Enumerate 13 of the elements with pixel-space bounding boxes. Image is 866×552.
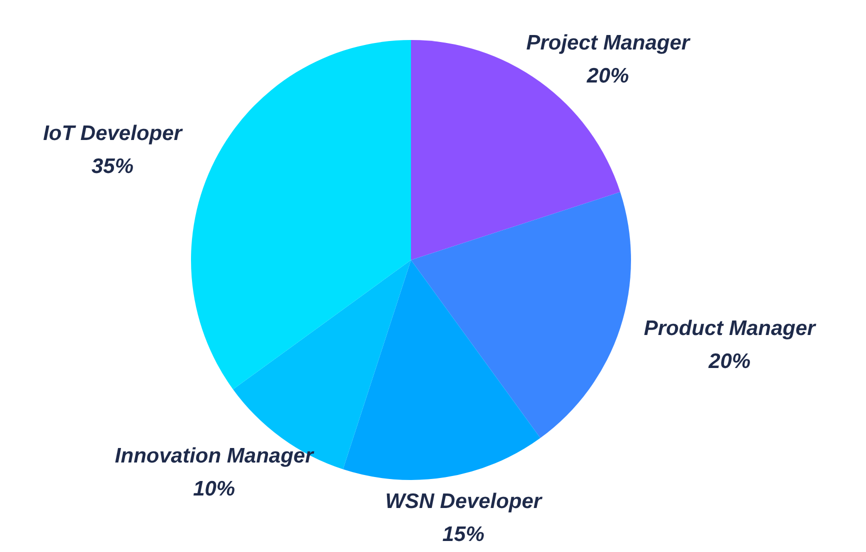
data-label: 15% xyxy=(442,522,485,546)
pie-slice xyxy=(411,192,631,438)
data-label: 35% xyxy=(91,155,134,178)
pie-slice xyxy=(191,40,411,390)
data-label: 10% xyxy=(193,477,236,500)
slice-label: IoT Developer xyxy=(43,122,184,146)
data-label: 20% xyxy=(708,350,751,373)
pie-slice xyxy=(343,260,540,480)
slice-label: WSN Developer xyxy=(385,490,544,513)
slice-label: Project Manager xyxy=(526,32,692,55)
slice-label: Product Manager xyxy=(644,316,818,340)
data-label: 20% xyxy=(586,64,630,88)
slice-label: Innovation Manager xyxy=(114,444,316,468)
